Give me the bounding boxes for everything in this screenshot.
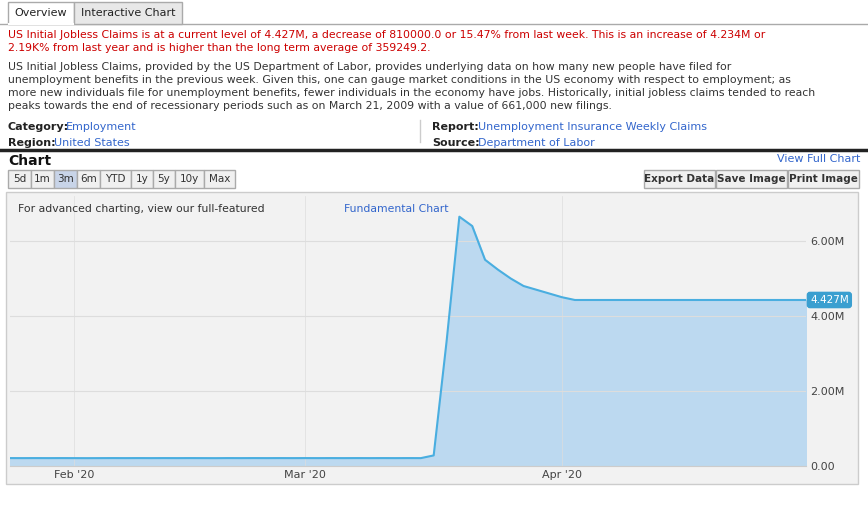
Text: For advanced charting, view our full-featured: For advanced charting, view our full-fea… [18, 204, 268, 214]
Text: 1y: 1y [135, 174, 148, 184]
Text: 4.427M: 4.427M [810, 295, 849, 305]
Bar [8, 170, 31, 188]
Text: Chart: Chart [8, 154, 51, 168]
Bar [6, 192, 858, 484]
Bar [74, 2, 182, 24]
Text: Unemployment Insurance Weekly Claims: Unemployment Insurance Weekly Claims [478, 122, 707, 132]
Bar [131, 170, 153, 188]
Text: 5y: 5y [158, 174, 170, 184]
Text: more new individuals file for unemployment benefits, fewer individuals in the ec: more new individuals file for unemployme… [8, 88, 815, 98]
Text: 10y: 10y [180, 174, 199, 184]
Text: 5d: 5d [13, 174, 26, 184]
Bar [77, 170, 100, 188]
Text: unemployment benefits in the previous week. Given this, one can gauge market con: unemployment benefits in the previous we… [8, 75, 791, 85]
Text: peaks towards the end of recessionary periods such as on March 21, 2009 with a v: peaks towards the end of recessionary pe… [8, 101, 612, 111]
Text: Region:: Region: [8, 138, 56, 148]
Text: Employment: Employment [66, 122, 136, 132]
Bar [31, 170, 54, 188]
Text: YTD: YTD [105, 174, 126, 184]
Text: 6m: 6m [80, 174, 97, 184]
Bar [54, 170, 77, 188]
Text: 1m: 1m [34, 174, 51, 184]
Text: Report:: Report: [432, 122, 479, 132]
Text: View Full Chart: View Full Chart [777, 154, 860, 164]
Text: Max: Max [209, 174, 230, 184]
Text: Print Image: Print Image [789, 174, 858, 184]
Text: Interactive Chart: Interactive Chart [81, 8, 175, 18]
Text: 2.19K% from last year and is higher than the long term average of 359249.2.: 2.19K% from last year and is higher than… [8, 43, 431, 53]
Text: Save Image: Save Image [717, 174, 786, 184]
Bar [716, 170, 787, 188]
Text: US Initial Jobless Claims, provided by the US Department of Labor, provides unde: US Initial Jobless Claims, provided by t… [8, 62, 731, 72]
Text: Export Data: Export Data [644, 174, 714, 184]
Text: Overview: Overview [15, 8, 68, 18]
Text: 3m: 3m [57, 174, 74, 184]
Bar [153, 170, 175, 188]
Text: Category:: Category: [8, 122, 69, 132]
Bar [644, 170, 715, 188]
Bar [204, 170, 235, 188]
Text: United States: United States [54, 138, 129, 148]
Bar [175, 170, 204, 188]
Text: Department of Labor: Department of Labor [478, 138, 595, 148]
Bar [788, 170, 859, 188]
Text: US Initial Jobless Claims is at a current level of 4.427M, a decrease of 810000.: US Initial Jobless Claims is at a curren… [8, 30, 766, 40]
Bar [100, 170, 131, 188]
Bar [8, 2, 74, 24]
Text: Source:: Source: [432, 138, 480, 148]
Text: Fundamental Chart: Fundamental Chart [345, 204, 449, 214]
